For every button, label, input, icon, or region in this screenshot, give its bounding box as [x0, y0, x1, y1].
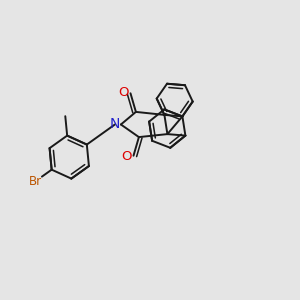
Text: Br: Br: [28, 175, 42, 188]
Text: O: O: [122, 150, 132, 163]
Text: O: O: [119, 86, 129, 99]
Text: N: N: [110, 118, 120, 131]
